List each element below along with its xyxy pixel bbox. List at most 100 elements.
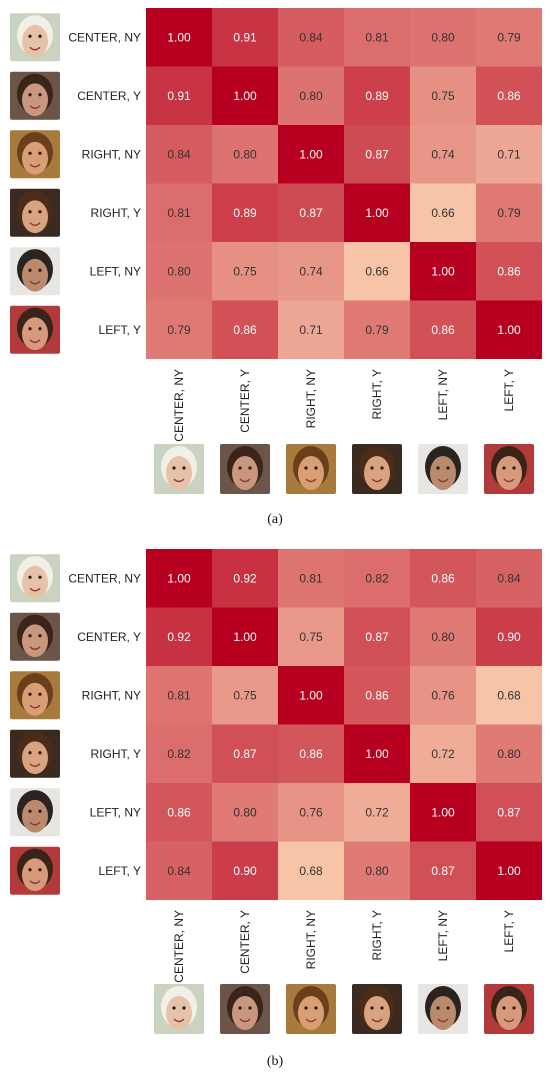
heatmap-cell [146,300,212,359]
young-man-face-icon [10,729,60,778]
heatmap-cell [146,8,212,67]
cell-value-label: 0.81 [167,206,191,220]
cell-value-label: 1.00 [299,147,323,161]
cell-value-label: 1.00 [365,206,389,220]
cell-value-label: 0.80 [431,30,455,44]
cell-value-label: 1.00 [167,571,191,585]
column-label: LEFT, NY [436,910,450,961]
heatmap-cell [278,8,344,67]
heatmap-cell [344,783,410,842]
cell-value-label: 0.90 [233,864,257,878]
cell-value-label: 0.66 [431,206,455,220]
cell-value-label: 1.00 [365,747,389,761]
cell-value-label: 0.89 [365,89,389,103]
heatmap-cell [344,242,410,301]
cell-value-label: 0.72 [431,747,455,761]
grinning-man-face-icon [10,305,60,354]
heatmap-panel-b: 1.00 0.92 0.81 0.82 0.86 0.84 0.92 1.00 0.75 0.87… [0,541,550,1081]
heatmap-cell [476,841,542,900]
heatmap-cell [476,549,542,608]
cell-value-label: 0.71 [299,323,323,337]
cell-value-label: 0.72 [365,805,389,819]
cell-value-label: 1.00 [167,30,191,44]
column-label: LEFT, NY [436,369,450,420]
cell-value-label: 0.80 [167,264,191,278]
heatmap-cell [344,66,410,125]
cell-value-label: 0.68 [299,864,323,878]
cell-value-label: 0.90 [497,630,521,644]
caption-a: (a) [267,512,283,527]
heatmap-cell [212,724,278,783]
row-label: RIGHT, NY [82,147,141,161]
cell-value-label: 0.86 [431,323,455,337]
heatmap-cell [212,841,278,900]
cell-value-label: 0.87 [365,630,389,644]
cell-value-label: 0.80 [233,805,257,819]
heatmap-cell [410,242,476,301]
heatmap-cell [476,242,542,301]
heatmap-cell [476,183,542,242]
caption-b: (b) [266,1054,284,1069]
cell-value-label: 0.87 [299,206,323,220]
cell-value-label: 0.87 [431,864,455,878]
smiling-woman-face-icon [286,984,336,1034]
heatmap-cell [344,724,410,783]
heatmap-cell [278,242,344,301]
cell-value-label: 1.00 [497,864,521,878]
cell-value-label: 0.86 [365,688,389,702]
smiling-older-woman-face-icon [10,13,60,62]
heatmap-cell [410,8,476,67]
heatmap-cell [344,549,410,608]
heatmap-cell [344,841,410,900]
heatmap-cell [410,549,476,608]
cell-value-label: 0.80 [233,147,257,161]
heatmap-cell [146,607,212,666]
heatmap-cell [146,125,212,184]
cell-value-label: 0.86 [233,323,257,337]
heatmap-cell [476,66,542,125]
heatmap-cell [146,242,212,301]
heatmap-cell [278,841,344,900]
heatmap-cell [212,607,278,666]
cell-value-label: 0.71 [497,147,521,161]
heatmap-cell [410,300,476,359]
cell-value-label: 0.74 [431,147,455,161]
young-man-face-icon [10,188,60,237]
grinning-man-face-icon [484,444,534,494]
heatmap-cell [212,125,278,184]
cell-value-label: 1.00 [431,805,455,819]
heatmap-cell [146,183,212,242]
cell-value-label: 0.79 [497,30,521,44]
young-woman-face-icon [220,444,270,494]
heatmap-cell [146,783,212,842]
cell-value-label: 0.81 [167,688,191,702]
heatmap-cell [212,8,278,67]
cell-value-label: 0.91 [167,89,191,103]
heatmap-cell [410,607,476,666]
smiling-man-face-icon [418,984,468,1034]
cell-value-label: 0.80 [431,630,455,644]
column-label: LEFT, Y [502,369,516,411]
young-man-face-icon [352,444,402,494]
row-label: CENTER, Y [77,89,141,103]
cell-value-label: 0.84 [167,864,191,878]
row-label: RIGHT, Y [91,747,141,761]
cell-value-label: 0.86 [299,747,323,761]
heatmap-cell [410,783,476,842]
cell-value-label: 1.00 [233,89,257,103]
young-woman-face-icon [10,612,60,661]
heatmap-cell [212,549,278,608]
young-man-face-icon [352,984,402,1034]
cell-value-label: 0.75 [299,630,323,644]
young-woman-face-icon [220,984,270,1034]
cell-value-label: 0.84 [497,571,521,585]
heatmap-panel-a: 1.00 0.91 0.84 0.81 0.80 0.79 0.91 1.00 0.80 0.89… [0,0,550,540]
cell-value-label: 0.86 [167,805,191,819]
cell-value-label: 0.80 [299,89,323,103]
heatmap-cell [212,183,278,242]
heatmap-cell [476,783,542,842]
heatmap-cell [476,8,542,67]
row-label: LEFT, Y [99,864,141,878]
smiling-woman-face-icon [10,671,60,720]
cell-value-label: 0.79 [167,323,191,337]
